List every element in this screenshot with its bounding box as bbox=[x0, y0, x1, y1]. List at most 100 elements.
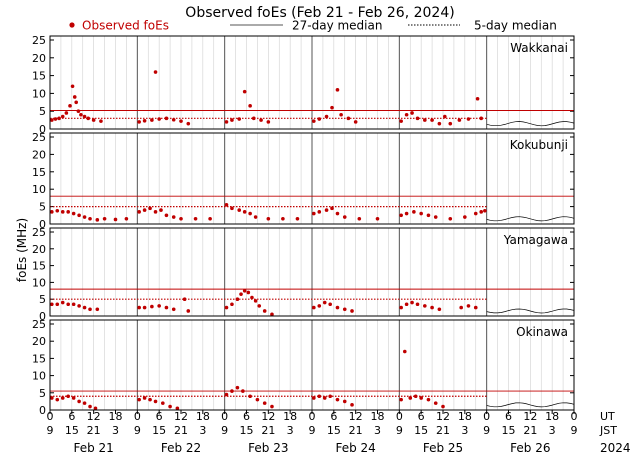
ut-tick-label: 0 bbox=[47, 410, 54, 423]
observed-point bbox=[270, 404, 274, 409]
ut-tick-label: 18 bbox=[371, 410, 385, 423]
ut-tick-label: 18 bbox=[109, 410, 123, 423]
observed-point bbox=[430, 305, 434, 310]
observed-point bbox=[230, 118, 234, 122]
jst-tick-label: 9 bbox=[47, 424, 54, 437]
station-panels: 0 5 10 15 20 25 Wakkanai 0 5 10 15 20 25 Kokubunji 0 5 1… bbox=[32, 34, 575, 417]
observed-point bbox=[463, 215, 467, 219]
legend-27day-label: 27-day median bbox=[292, 19, 382, 33]
ut-tick-label: 18 bbox=[196, 410, 210, 423]
observed-point bbox=[466, 117, 471, 121]
observed-point bbox=[70, 84, 75, 89]
observed-point bbox=[77, 213, 81, 218]
panel-frame bbox=[49, 35, 575, 130]
observed-point bbox=[157, 304, 161, 308]
y-tick-label: 0 bbox=[39, 310, 46, 323]
observed-point bbox=[328, 302, 332, 307]
observed-point bbox=[137, 120, 141, 124]
observed-point bbox=[237, 117, 242, 121]
ut-tick-label: 0 bbox=[134, 410, 141, 423]
jst-tick-label: 9 bbox=[221, 424, 228, 437]
observed-point bbox=[437, 121, 442, 126]
observed-point bbox=[164, 213, 169, 218]
y-tick-label: 25 bbox=[32, 131, 46, 144]
y-tick-label: 10 bbox=[32, 276, 46, 289]
observed-point bbox=[399, 119, 403, 123]
observed-point bbox=[419, 396, 423, 400]
observed-point bbox=[82, 114, 87, 119]
y-tick-label: 20 bbox=[32, 335, 46, 348]
observed-point bbox=[102, 216, 107, 221]
ut-tick-label: 0 bbox=[483, 410, 490, 423]
jst-axis-label: JST bbox=[599, 424, 617, 437]
ut-tick-label: 6 bbox=[156, 410, 163, 423]
ut-tick-label: 18 bbox=[545, 410, 559, 423]
observed-point bbox=[142, 208, 147, 212]
observed-point bbox=[230, 302, 234, 307]
observed-point bbox=[50, 302, 54, 307]
jst-tick-label: 9 bbox=[134, 424, 141, 437]
jst-tick-label: 15 bbox=[240, 424, 254, 437]
observed-point bbox=[433, 401, 438, 405]
observed-point bbox=[357, 216, 362, 221]
observed-point bbox=[159, 208, 163, 212]
observed-point bbox=[50, 118, 54, 122]
observed-point bbox=[412, 210, 416, 214]
observed-point bbox=[182, 297, 187, 302]
observed-point bbox=[350, 309, 354, 313]
chart-title: Observed foEs (Feb 21 - Feb 26, 2024) bbox=[185, 5, 454, 21]
legend-5day-label: 5-day median bbox=[474, 19, 557, 33]
x-axis: 0 6 12 18 0 6 12 18 0 6 12 18 0 6 12 18 0 6 12 18 0 6 12 18 09 15… bbox=[47, 410, 631, 455]
observed-point bbox=[423, 304, 427, 308]
jst-tick-label: 9 bbox=[571, 424, 578, 437]
jst-tick-label: 21 bbox=[436, 424, 450, 437]
observed-point bbox=[312, 211, 316, 216]
observed-point bbox=[71, 211, 76, 216]
observed-point bbox=[266, 216, 271, 221]
observed-point bbox=[77, 304, 81, 308]
observed-point bbox=[71, 396, 76, 400]
ut-tick-label: 0 bbox=[571, 410, 578, 423]
observed-point bbox=[55, 397, 60, 402]
y-tick-label: 20 bbox=[32, 243, 46, 256]
observed-point bbox=[257, 304, 262, 308]
observed-point bbox=[399, 397, 403, 402]
observed-point bbox=[324, 208, 329, 212]
observed-point bbox=[312, 119, 316, 123]
observed-point bbox=[322, 396, 327, 400]
observed-point bbox=[479, 210, 484, 214]
observed-point bbox=[346, 116, 351, 121]
observed-point bbox=[317, 210, 322, 214]
foes-trace bbox=[486, 216, 575, 222]
ut-tick-label: 12 bbox=[523, 410, 537, 423]
observed-point bbox=[251, 116, 256, 121]
observed-point bbox=[335, 305, 340, 310]
observed-point bbox=[171, 215, 176, 219]
observed-point bbox=[410, 300, 414, 305]
y-tick-label: 10 bbox=[32, 87, 46, 100]
jst-tick-label: 3 bbox=[374, 424, 381, 437]
observed-point bbox=[339, 112, 343, 117]
observed-point bbox=[317, 304, 322, 308]
observed-point bbox=[60, 210, 65, 214]
jst-tick-label: 9 bbox=[396, 424, 403, 437]
observed-point bbox=[242, 89, 247, 94]
observed-point bbox=[330, 206, 334, 211]
foes-trace bbox=[486, 121, 575, 127]
observed-point bbox=[433, 215, 438, 219]
ut-tick-label: 12 bbox=[174, 410, 188, 423]
y-tick-label: 15 bbox=[32, 70, 46, 83]
ut-tick-label: 0 bbox=[309, 410, 316, 423]
observed-point bbox=[413, 394, 418, 399]
ut-tick-label: 6 bbox=[418, 410, 425, 423]
observed-point bbox=[239, 292, 243, 296]
observed-point bbox=[479, 116, 484, 121]
observed-point bbox=[74, 100, 78, 105]
observed-point bbox=[404, 112, 409, 117]
observed-point bbox=[88, 216, 92, 221]
station-label: Wakkanai bbox=[510, 41, 568, 55]
observed-point bbox=[66, 210, 70, 214]
y-tick-label: 20 bbox=[32, 148, 46, 161]
jst-tick-label: 3 bbox=[461, 424, 468, 437]
observed-point bbox=[91, 118, 96, 122]
